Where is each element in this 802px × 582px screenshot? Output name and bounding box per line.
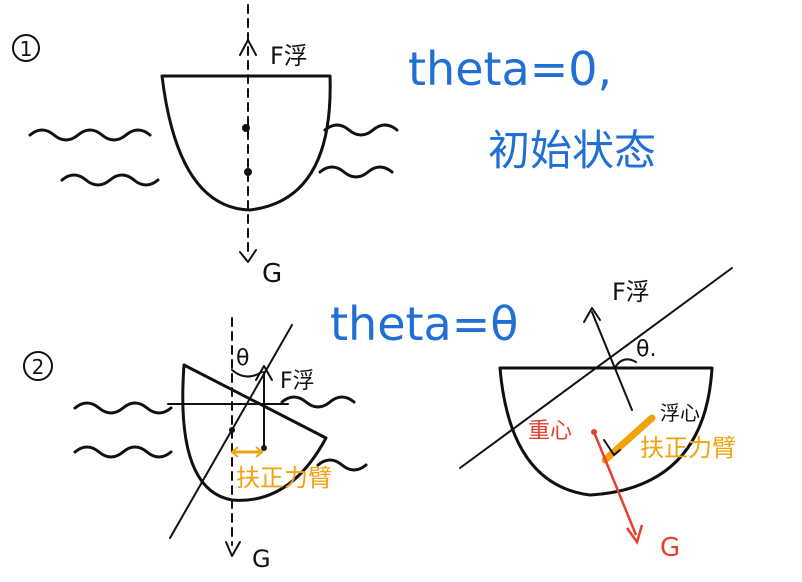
- scene-1-wave-right-lower: [318, 165, 394, 179]
- scene-3-hull: [498, 366, 714, 497]
- scene-2-righting-arm-label: 扶正力臂: [236, 464, 332, 492]
- scene-2-center-of-gravity: [229, 427, 235, 433]
- scene-3-righting-arm-label: 扶正力臂: [640, 434, 736, 462]
- scene-2: 2 theta=θ θ F浮 G 扶正力臂: [23, 297, 518, 573]
- scene-2-number-circle: [23, 351, 53, 381]
- scene-3-gravity-center-label: 重心: [528, 419, 572, 444]
- scene-3-right-angle-mark: [603, 439, 621, 456]
- scene-1-wave-left-upper: [28, 128, 152, 142]
- scene-2-angle-label: θ: [236, 346, 249, 371]
- scene-3-buoyancy-line: [591, 311, 633, 411]
- scene-3-gravity-arrow: [625, 524, 644, 545]
- scene-3-gravity-line: [592, 431, 638, 536]
- scene-3-gravity-label: G: [660, 533, 680, 563]
- scene-1-number: 1: [20, 37, 33, 61]
- scene-1-hull: [160, 74, 332, 212]
- scene-2-center-of-buoyancy: [261, 445, 267, 451]
- scene-1-gravity-arrow: [239, 249, 257, 263]
- scene-1-theta-note: theta=0,: [408, 42, 612, 96]
- scene-1-center-of-buoyancy: [242, 124, 250, 132]
- scene-3-buoyancy-label: F浮: [612, 278, 650, 306]
- scene-2-wave-right-lower: [316, 458, 368, 472]
- scene-1-gravity-label: G: [262, 259, 282, 289]
- scene-2-wave-left-upper: [73, 401, 173, 415]
- scene-2-wave-right-upper: [280, 395, 356, 409]
- scene-2-angle-arc: [231, 369, 263, 378]
- scene-2-gravity-label: G: [252, 545, 271, 573]
- scene-1-wave-left-lower: [60, 173, 160, 187]
- scene-1-center-of-gravity: [244, 168, 252, 176]
- scene-2-gravity-arrow: [225, 541, 241, 557]
- scene-1-buoyancy-label: F浮: [270, 42, 308, 70]
- scene-1-number-circle: [12, 34, 40, 62]
- scene-3-center-of-gravity: [591, 429, 597, 435]
- scene-3-angle-arc: [615, 358, 637, 367]
- scene-1-state-note: 初始状态: [488, 126, 656, 175]
- scene-3-waterline: [459, 267, 733, 469]
- scene-2-buoyancy-label: F浮: [280, 369, 315, 394]
- scene-1: 1 F浮 G theta=0, 初始状态: [12, 4, 656, 289]
- scene-2-buoyancy-arrow: [255, 365, 273, 381]
- scene-1-wave-right-upper: [323, 123, 399, 137]
- scene-2-number: 2: [32, 355, 45, 379]
- scene-2-theta-note: theta=θ: [330, 297, 518, 351]
- scene-3: F浮 θ. 重心 浮心 扶正力臂 G: [459, 267, 736, 563]
- scene-3-angle-label: θ.: [636, 337, 656, 362]
- scene-2-wave-left-lower: [73, 445, 173, 459]
- scene-1-buoyancy-arrow: [239, 39, 257, 56]
- scene-2-righting-arm-arrows: [230, 446, 264, 458]
- scene-3-buoyancy-center-label: 浮心: [660, 401, 700, 425]
- scene-3-buoyancy-arrow: [583, 307, 601, 323]
